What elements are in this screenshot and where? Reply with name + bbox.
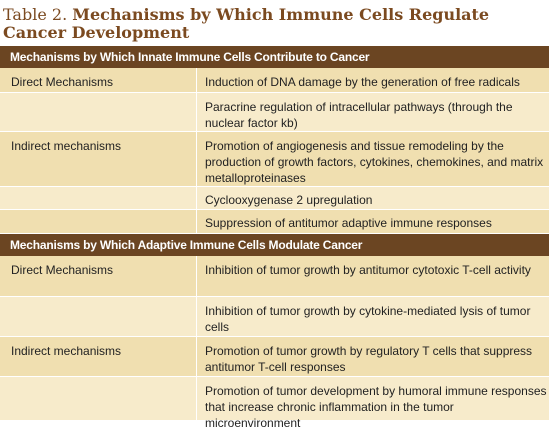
mechanism-description: Induction of DNA damage by the generatio…	[205, 75, 520, 89]
table-row: Cyclooxygenase 2 upregulation	[0, 187, 549, 210]
mechanism-type: Indirect mechanisms	[11, 344, 122, 358]
mechanism-type: Direct Mechanisms	[11, 75, 114, 89]
table-row: Promotion of tumor development by humora…	[0, 377, 549, 430]
table-row: Paracrine regulation of intracellular pa…	[0, 93, 549, 132]
table-number: Table 2.	[3, 5, 68, 24]
mechanism-description: Cyclooxygenase 2 upregulation	[205, 193, 373, 207]
section-header-adaptive: Mechanisms by Which Adaptive Immune Cell…	[0, 234, 549, 256]
table-title: Table 2. Mechanisms by Which Immune Cell…	[3, 6, 547, 42]
mechanism-description: Promotion of tumor development by humora…	[205, 384, 547, 430]
mechanism-description: Promotion of angiogenesis and tissue rem…	[205, 139, 544, 185]
table-row: Direct Mechanisms Induction of DNA damag…	[0, 68, 549, 93]
mechanism-description: Inhibition of tumor growth by cytokine-m…	[205, 304, 531, 334]
table-row: Suppression of antitumor adaptive immune…	[0, 210, 549, 234]
table-row: Indirect mechanisms Promotion of tumor g…	[0, 337, 549, 377]
mechanism-description: Inhibition of tumor growth by antitumor …	[205, 263, 531, 277]
mechanism-description: Paracrine regulation of intracellular pa…	[205, 100, 513, 130]
table-row: Indirect mechanisms Promotion of angioge…	[0, 132, 549, 187]
table-name: Mechanisms by Which Immune Cells Regulat…	[3, 5, 490, 42]
table-row: Inhibition of tumor growth by cytokine-m…	[0, 297, 549, 337]
mechanism-description: Promotion of tumor growth by regulatory …	[205, 344, 533, 374]
section-header-innate: Mechanisms by Which Innate Immune Cells …	[0, 46, 549, 68]
mechanism-type: Indirect mechanisms	[11, 139, 122, 153]
mechanism-type: Direct Mechanisms	[11, 263, 114, 277]
mechanism-description: Suppression of antitumor adaptive immune…	[205, 216, 492, 230]
table-row: Direct Mechanisms Inhibition of tumor gr…	[0, 256, 549, 297]
